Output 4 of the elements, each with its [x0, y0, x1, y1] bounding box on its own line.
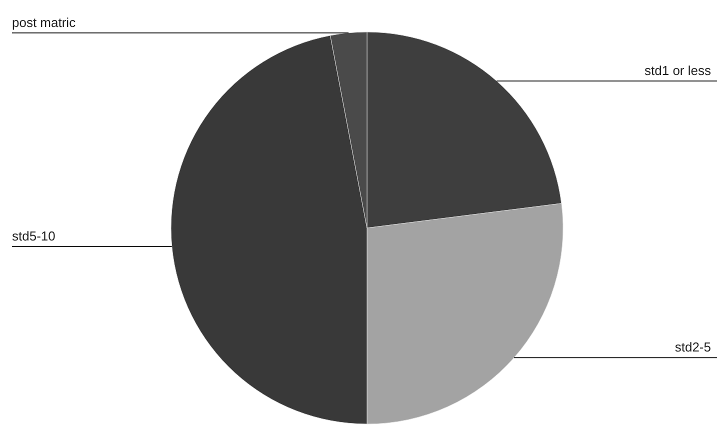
slice-label: std5-10	[12, 228, 56, 244]
slice-label: post matric	[12, 14, 76, 30]
slice-label: std2-5	[674, 340, 711, 355]
slice-label: std1 or less	[644, 62, 712, 78]
